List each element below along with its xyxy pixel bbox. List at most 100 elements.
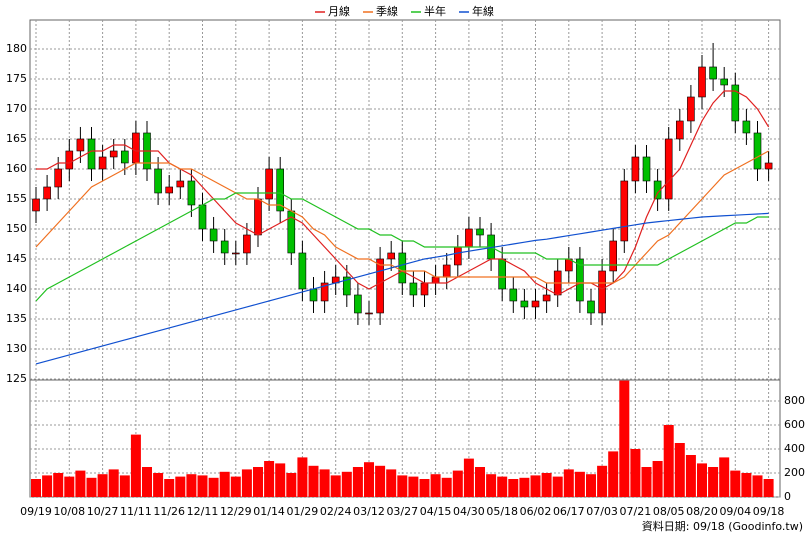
volume-bar <box>53 473 64 497</box>
candle-body <box>420 282 429 296</box>
legend-label: 年線 <box>472 4 494 18</box>
y-tick-label: 150 <box>6 222 27 235</box>
candle-body <box>531 300 540 308</box>
volume-bar <box>264 461 275 497</box>
y-tick-label: 125 <box>6 372 27 385</box>
candle-body <box>276 168 285 212</box>
y-tick-label: 145 <box>6 252 27 265</box>
volume-bar <box>563 469 574 497</box>
candle-body <box>498 258 507 290</box>
x-tick-label: 06/02 <box>520 505 552 518</box>
x-tick-label: 09/04 <box>719 505 751 518</box>
volume-bar <box>86 477 97 497</box>
volume-bar <box>319 469 330 497</box>
volume-bar <box>530 475 541 497</box>
x-tick-label: 06/17 <box>553 505 585 518</box>
volume-bar <box>275 463 286 497</box>
candle-body <box>243 234 251 254</box>
volume-bar <box>608 451 619 497</box>
volume-bar <box>175 476 186 497</box>
candle-body <box>76 138 85 152</box>
candle-body <box>465 228 473 248</box>
x-tick-label: 10/27 <box>87 505 119 518</box>
x-tick-label: 01/14 <box>253 505 285 518</box>
candle-body <box>132 132 140 164</box>
candle-body <box>709 66 717 80</box>
ma-line <box>35 150 769 284</box>
volume-bar <box>708 467 719 497</box>
x-tick-label: 03/27 <box>386 505 418 518</box>
volume-bar <box>253 467 263 497</box>
volume-bar <box>741 473 752 497</box>
volume-bar <box>552 476 563 497</box>
volume-bar <box>697 463 707 497</box>
volume-bar <box>541 473 552 497</box>
volume-bar <box>674 443 685 497</box>
candle-body <box>698 66 706 98</box>
x-tick-label: 04/15 <box>420 505 452 518</box>
x-tick-label: 07/21 <box>620 505 652 518</box>
legend-label: 季線 <box>376 4 398 18</box>
ma-line <box>35 212 769 365</box>
volume-bar <box>586 474 596 497</box>
volume-bar <box>719 457 730 497</box>
volume-bar <box>352 467 363 497</box>
x-tick-label: 11/11 <box>120 505 152 518</box>
volume-bar <box>142 467 152 497</box>
candle-body <box>354 294 362 314</box>
volume-bar <box>752 475 763 497</box>
candle-body <box>542 294 551 302</box>
volume-bar <box>486 474 497 497</box>
legend-label: 半年 <box>424 4 446 18</box>
volume-bar <box>597 465 608 497</box>
x-tick-label: 07/03 <box>586 505 618 518</box>
y-tick-label: 600 <box>784 418 805 431</box>
candle-body <box>387 252 396 260</box>
candle-body <box>109 150 118 158</box>
candle-body <box>365 312 373 315</box>
volume-bar <box>663 425 674 497</box>
candle-body <box>731 84 740 122</box>
y-tick-label: 130 <box>6 342 27 355</box>
candle-body <box>442 264 451 278</box>
volume-bar <box>408 476 419 497</box>
candle-body <box>298 252 307 290</box>
y-tick-label: 140 <box>6 282 27 295</box>
y-tick-label: 0 <box>784 490 791 503</box>
candle-body <box>342 276 351 296</box>
candle-body <box>309 288 318 302</box>
volume-bar <box>130 434 141 497</box>
candle-body <box>220 240 229 254</box>
candle-body <box>154 168 162 194</box>
x-tick-label: 10/08 <box>53 505 85 518</box>
candle-body <box>642 156 651 182</box>
y-tick-label: 165 <box>6 132 27 145</box>
volume-bar <box>519 477 530 497</box>
volume-bar <box>208 477 219 497</box>
volume-bar <box>42 475 53 497</box>
candle-body <box>609 240 618 272</box>
volume-bar <box>652 461 663 497</box>
candle-body <box>176 180 185 188</box>
candle-body <box>687 96 695 122</box>
volume-bar <box>430 474 441 497</box>
volume-bar <box>97 474 108 497</box>
candle-body <box>232 252 240 255</box>
candle-body <box>121 150 129 164</box>
x-tick-label: 04/30 <box>453 505 485 518</box>
candle-body <box>509 288 518 302</box>
candle-body <box>620 180 629 242</box>
volume-bar <box>641 467 652 497</box>
y-tick-label: 170 <box>6 102 27 115</box>
candle-body <box>187 180 196 206</box>
volume-bar <box>574 471 585 497</box>
volume-bar <box>386 469 397 497</box>
ma-line <box>35 192 769 302</box>
x-tick-label: 11/26 <box>153 505 185 518</box>
volume-bar <box>164 479 175 497</box>
candle-body <box>720 78 729 86</box>
x-tick-label: 12/11 <box>187 505 219 518</box>
x-tick-label: 05/18 <box>486 505 518 518</box>
footer: 資料日期: 09/18 (Goodinfo.tw) <box>642 519 803 533</box>
x-tick-label: 08/05 <box>653 505 685 518</box>
